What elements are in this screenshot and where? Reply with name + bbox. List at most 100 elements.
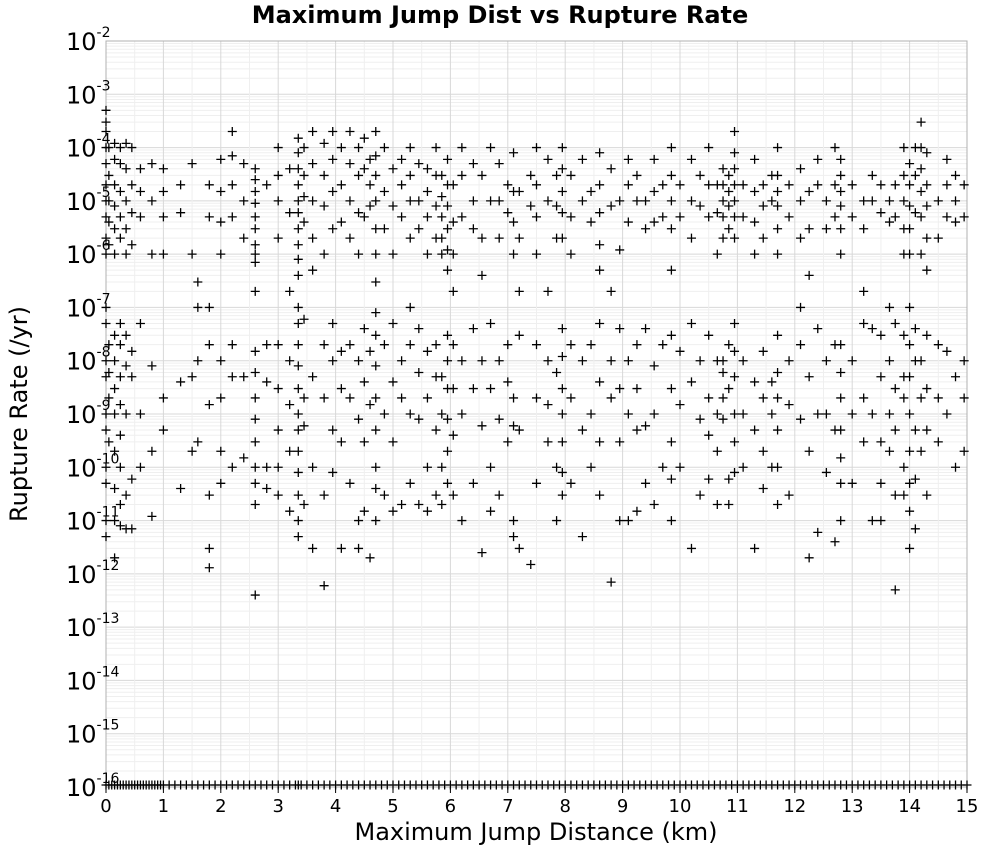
x-tick-label: 0 [100,796,111,817]
data-point [457,356,467,366]
y-tick-label: 10-2 [66,25,111,56]
y-tick-label: 10-3 [66,78,111,109]
y-tick-exponent: -11 [97,505,120,521]
data-point [695,201,705,211]
data-point [101,409,111,419]
data-point [718,414,728,424]
data-point [121,224,131,234]
data-point [371,425,381,435]
data-point [457,143,467,153]
data-point [796,164,806,174]
data-point [414,159,424,169]
y-tick-label: 10-14 [66,664,120,695]
data-point [110,330,120,340]
data-point [724,340,734,350]
data-point [437,192,447,202]
data-point [262,340,272,350]
data-point [899,170,909,180]
data-point [758,393,768,403]
y-tick-label: 10-8 [66,345,111,376]
data-point [319,138,329,148]
data-point [796,340,806,350]
data-point [867,324,877,334]
data-point [293,224,303,234]
data-point [916,186,926,196]
data-point [552,462,562,472]
data-point [422,346,432,356]
data-point [885,196,895,206]
data-point [686,196,696,206]
data-point [110,446,120,456]
data-point [658,180,668,190]
data-point [308,265,318,275]
data-point [285,286,295,296]
y-tick-exponent: -15 [97,718,120,734]
y-tick-base: 10 [66,188,97,216]
data-point [813,409,823,419]
data-point [486,384,496,394]
data-point [730,409,740,419]
data-point [405,170,415,180]
data-point [905,201,915,211]
data-point [115,318,125,328]
data-point [867,170,877,180]
data-point [239,159,249,169]
data-point [704,180,714,190]
data-point [704,393,714,403]
x-tick-label: 8 [559,796,570,817]
data-point [910,524,920,534]
data-point [104,393,114,403]
data-point [448,217,458,227]
data-point [216,356,226,366]
data-point [158,393,168,403]
data-point [147,159,157,169]
data-point [586,217,596,227]
data-point [365,400,375,410]
data-point [836,249,846,259]
data-point [443,414,453,424]
y-tick-base: 10 [66,774,97,802]
data-point [104,437,114,447]
data-point [437,500,447,510]
data-point [649,409,659,419]
data-point [514,286,524,296]
data-point [552,516,562,526]
data-point [443,356,453,366]
data-point [216,186,226,196]
data-point [503,340,513,350]
data-point [239,233,249,243]
data-point [457,516,467,526]
data-point [876,372,886,382]
data-point [250,437,260,447]
data-point [397,154,407,164]
data-point [104,217,114,227]
data-point [704,474,714,484]
data-point [847,356,857,366]
data-point [250,224,260,234]
data-point [101,478,111,488]
data-point [532,249,541,259]
data-point [566,170,576,180]
data-point [738,356,748,366]
data-point [821,224,831,234]
data-point [836,368,846,378]
data-point [847,409,857,419]
data-point [773,425,783,435]
x-tick-label: 13 [841,796,864,817]
data-point [115,521,125,531]
data-point [262,180,272,190]
data-point [121,249,131,259]
data-point [397,393,407,403]
data-point [216,249,226,259]
data-point [641,478,651,488]
data-point [405,302,415,312]
data-point [910,170,920,180]
data-point [959,212,969,222]
data-point [293,164,303,174]
data-point [784,356,794,366]
data-point [262,483,272,493]
data-point [509,249,519,259]
data-point [204,212,214,222]
data-point [477,233,487,243]
data-point [730,212,740,222]
